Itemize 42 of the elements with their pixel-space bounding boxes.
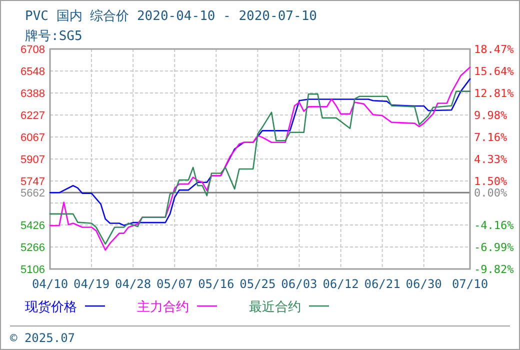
x-tick-label: 06/03 bbox=[281, 277, 318, 291]
y-tick-label: 5266 bbox=[20, 242, 45, 254]
y-tick-label: 6067 bbox=[20, 132, 45, 144]
x-tick-label: 04/28 bbox=[115, 277, 152, 291]
y2-tick-label: 18.47% bbox=[474, 43, 514, 56]
x-tick-label: 06/30 bbox=[406, 277, 442, 291]
y-tick-label: 6708 bbox=[20, 44, 45, 56]
text: © 2025.07 bbox=[10, 331, 76, 345]
chart-title: PVC 国内 综合价 2020-04-10 - 2020-07-10 bbox=[25, 9, 317, 24]
y-tick-label: 5426 bbox=[20, 220, 45, 232]
y2-tick-label: 0.00% bbox=[474, 186, 508, 200]
legend-label: 最近合约 bbox=[249, 300, 301, 315]
y-tick-label: 5106 bbox=[20, 264, 45, 276]
y2-tick-label: 15.64% bbox=[474, 65, 514, 78]
x-tick-label: 06/12 bbox=[322, 277, 359, 291]
y2-tick-label: 7.16% bbox=[474, 130, 508, 144]
line-series bbox=[49, 90, 471, 245]
line-series bbox=[49, 66, 471, 251]
y2-tick-label: -9.82% bbox=[474, 263, 514, 276]
x-tick-label: 05/16 bbox=[198, 277, 234, 291]
x-tick-label: 05/25 bbox=[240, 277, 276, 291]
x-tick-label: 04/10 bbox=[32, 277, 68, 291]
x-tick-label: 06/21 bbox=[364, 277, 400, 291]
y2-tick-label: -4.16% bbox=[474, 218, 514, 232]
x-tick-label: 07/10 bbox=[452, 277, 488, 291]
x-tick-label: 04/19 bbox=[73, 277, 110, 291]
y2-tick-label: 4.33% bbox=[474, 152, 508, 166]
y-tick-label: 6388 bbox=[20, 88, 45, 100]
legend-label: 主力合约 bbox=[137, 299, 189, 315]
y2-tick-label: -6.99% bbox=[474, 240, 514, 254]
y2-tick-label: 1.50% bbox=[474, 174, 508, 188]
chart-subtitle: 牌号:SG5 bbox=[25, 29, 82, 44]
legend-label: 现货价格 bbox=[25, 300, 77, 315]
y-tick-label: 5662 bbox=[20, 188, 45, 200]
y-tick-label: 6548 bbox=[20, 66, 45, 78]
y2-tick-label: 9.98% bbox=[474, 109, 508, 122]
y-tick-label: 5747 bbox=[20, 176, 45, 188]
y-tick-label: 6227 bbox=[20, 110, 45, 122]
y2-tick-label: 12.81% bbox=[474, 87, 514, 100]
line-series bbox=[49, 78, 471, 226]
y-tick-label: 5907 bbox=[20, 154, 45, 166]
x-tick-label: 05/07 bbox=[156, 277, 193, 291]
